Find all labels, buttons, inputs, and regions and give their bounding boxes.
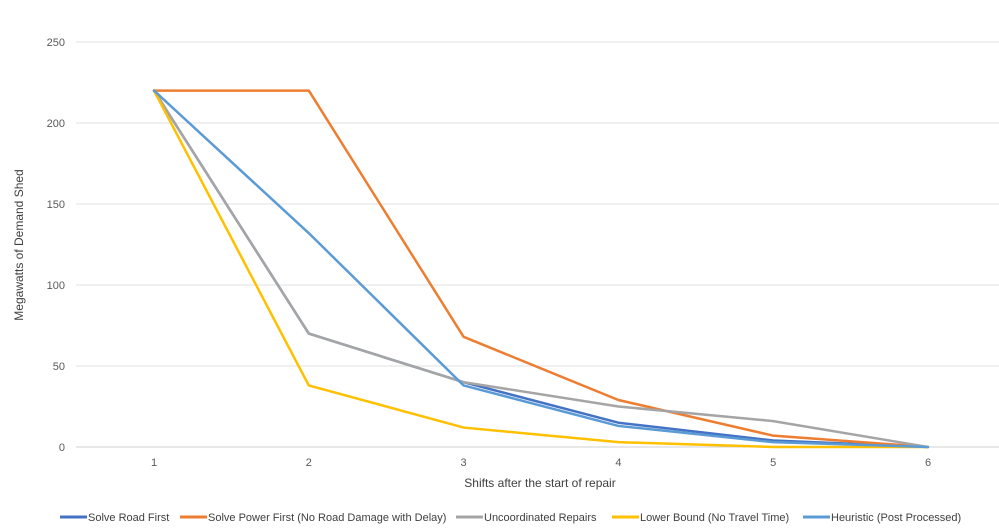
legend-item: Solve Road First [60,512,169,524]
legend-item: Solve Power First (No Road Damage with D… [180,512,446,524]
x-tick-label: 4 [615,457,621,469]
y-axis-title: Megawatts of Demand Shed [12,169,26,320]
y-tick-label: 50 [53,361,65,373]
x-tick-label: 1 [151,457,157,469]
legend-label: Uncoordinated Repairs [484,512,597,524]
x-axis-title: Shifts after the start of repair [464,476,615,490]
legend-label: Solve Road First [88,512,169,524]
y-axis-ticks: 0 50 100 150 200 250 [47,37,65,454]
legend-label: Heuristic (Post Processed) [831,512,961,524]
legend-item: Heuristic (Post Processed) [803,512,961,524]
series-line [152,89,930,449]
x-tick-label: 3 [461,457,467,469]
x-tick-label: 5 [770,457,776,469]
x-tick-label: 2 [306,457,312,469]
y-tick-label: 200 [47,118,65,130]
series-line [152,89,930,449]
series-line [152,89,930,449]
legend-label: Solve Power First (No Road Damage with D… [208,512,446,524]
y-tick-label: 100 [47,280,65,292]
series-lines [152,89,930,449]
y-tick-label: 0 [59,442,65,454]
legend: Solve Road First Solve Power First (No Ro… [60,512,961,524]
x-axis-ticks: 1 2 3 4 5 6 [151,457,931,469]
series-line [152,89,930,449]
y-tick-label: 250 [47,37,65,49]
legend-item: Lower Bound (No Travel Time) [612,512,789,524]
x-tick-label: 6 [925,457,931,469]
y-tick-label: 150 [47,199,65,211]
gridlines [76,41,999,448]
legend-label: Lower Bound (No Travel Time) [640,512,789,524]
legend-item: Uncoordinated Repairs [456,512,597,524]
